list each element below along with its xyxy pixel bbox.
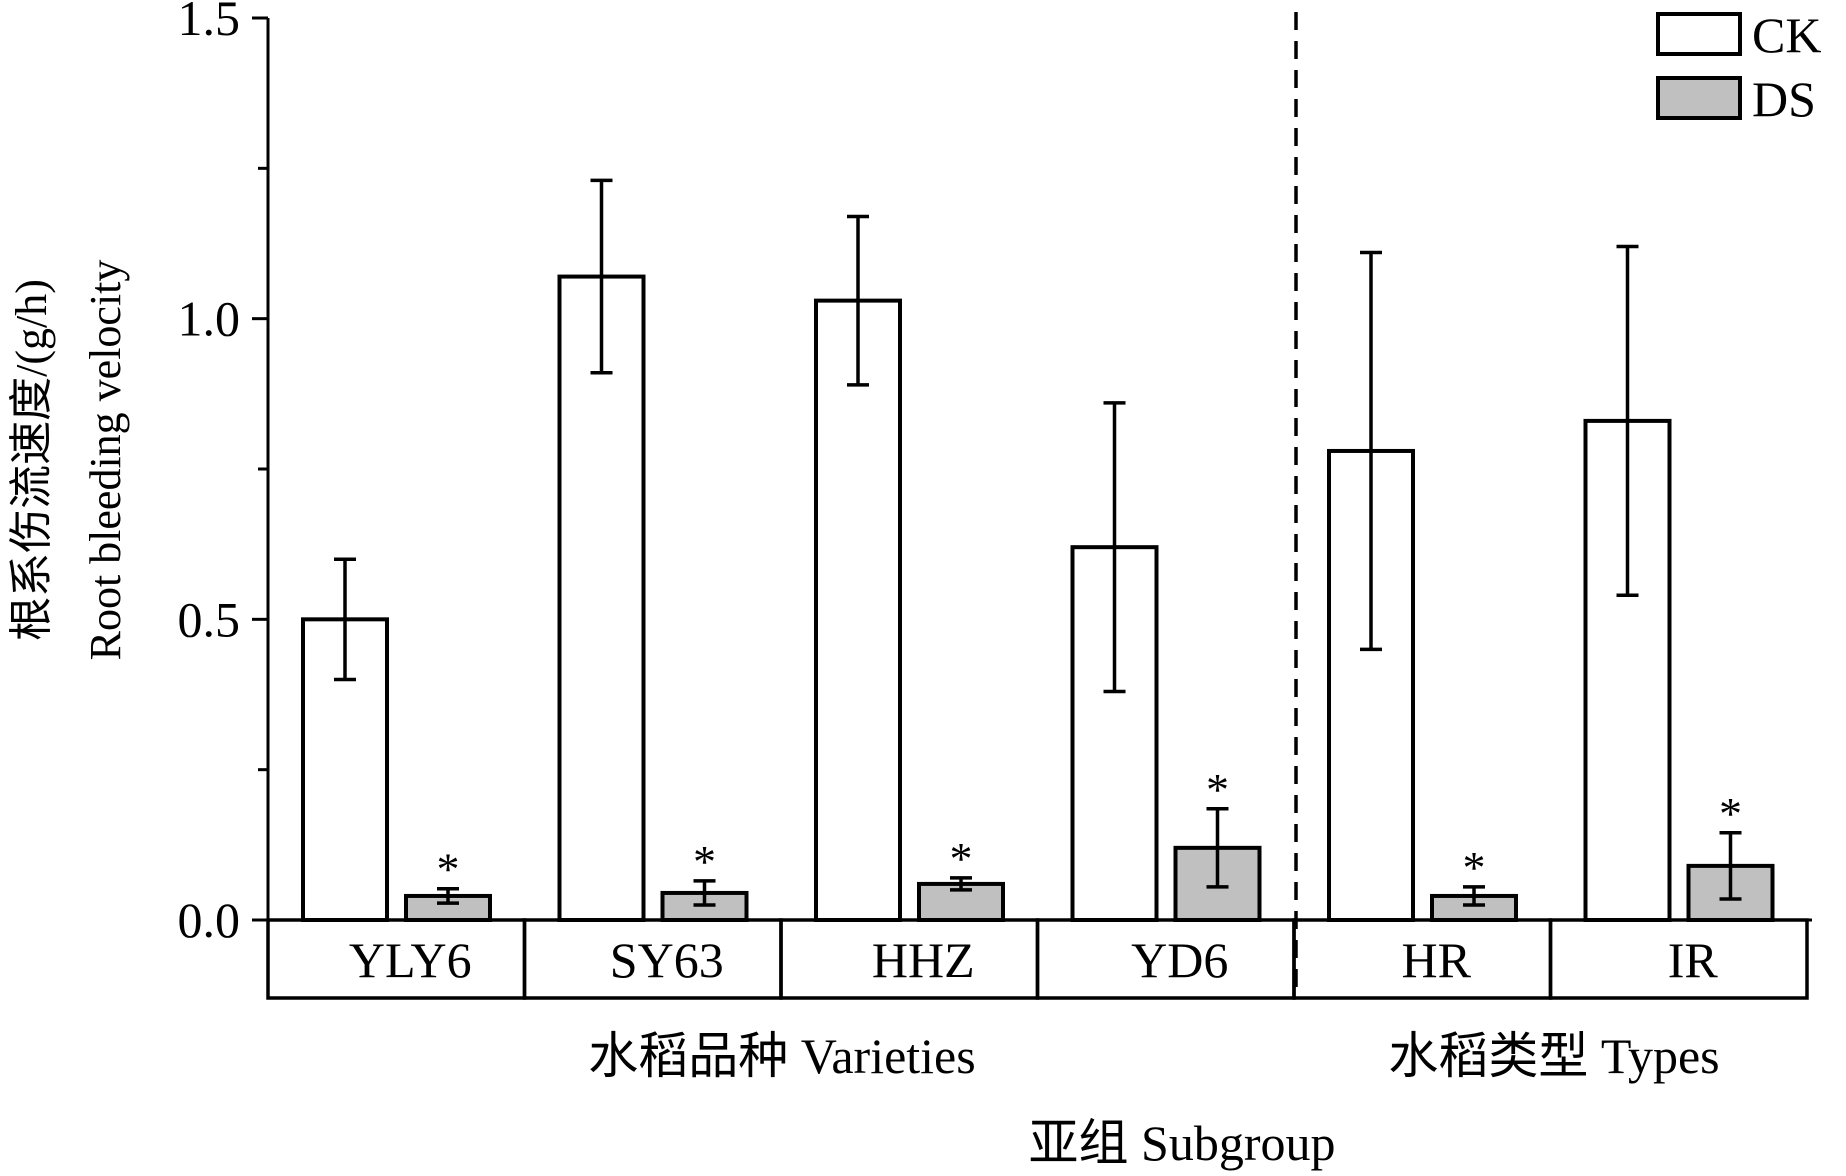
category-label-yly6: YLY6 (349, 932, 472, 988)
legend-label-ds: DS (1752, 71, 1816, 127)
y-tick-label-1: 0.5 (178, 591, 241, 647)
group-label-types: 水稻类型 Types (1388, 1028, 1719, 1084)
significance-marks: * * * * * * (437, 764, 1743, 895)
legend-swatch-ds (1656, 76, 1742, 120)
y-tick-label-3: 1.5 (178, 0, 241, 46)
significance-mark-ir: * (1719, 788, 1742, 839)
error-bar-ck-yd6 (1103, 401, 1126, 694)
category-label-hhz: HHZ (872, 932, 975, 988)
significance-mark-yd6: * (1206, 764, 1229, 815)
bar-ck-hhz (814, 298, 902, 923)
significance-mark-yly6: * (437, 844, 460, 895)
y-tick-label-0: 0.0 (178, 892, 241, 948)
y-axis-title: 根系伤流速度/(g/h) Root bleeding velocity (7, 260, 130, 661)
legend-label-ck: CK (1752, 7, 1821, 63)
error-bar-ds-yly6 (437, 886, 459, 905)
y-tick-label-2: 1.0 (178, 291, 241, 347)
error-bar-ck-hr (1360, 250, 1382, 652)
error-bar-ds-hr (1463, 885, 1485, 907)
significance-mark-hr: * (1463, 842, 1486, 893)
error-bar-ck-sy63 (590, 178, 613, 375)
significance-mark-sy63: * (693, 836, 716, 887)
x-axis-title: 亚组 Subgroup (1029, 1115, 1336, 1171)
error-bar-ds-ir (1719, 831, 1742, 901)
error-bar-ck-ir (1616, 244, 1639, 598)
legend: CK DS (1656, 7, 1821, 127)
significance-mark-hhz: * (950, 833, 973, 884)
category-label-row: YLY6 SY63 HHZ YD6 HR IR (266, 918, 1809, 1000)
category-label-sy63: SY63 (610, 932, 724, 988)
category-label-hr: HR (1402, 932, 1472, 988)
category-label-ir: IR (1668, 932, 1719, 988)
error-bar-ds-sy63 (693, 879, 716, 907)
error-bar-ds-hhz (950, 876, 972, 892)
error-bar-ds-yd6 (1206, 807, 1229, 889)
error-bar-ck-yly6 (334, 557, 356, 682)
y-axis-title-cn: 根系伤流速度/(g/h) (7, 279, 56, 641)
bars (301, 274, 1775, 923)
y-axis-ticks: 0.0 0.5 1.0 1.5 (178, 0, 268, 948)
category-box-ir (1548, 918, 1809, 1000)
category-label-yd6: YD6 (1131, 932, 1228, 988)
group-label-varieties: 水稻品种 Varieties (588, 1028, 975, 1084)
error-bars (334, 178, 1742, 907)
error-bar-ck-hhz (847, 214, 869, 387)
y-axis-title-en: Root bleeding velocity (81, 260, 130, 661)
legend-swatch-ck (1656, 12, 1742, 56)
